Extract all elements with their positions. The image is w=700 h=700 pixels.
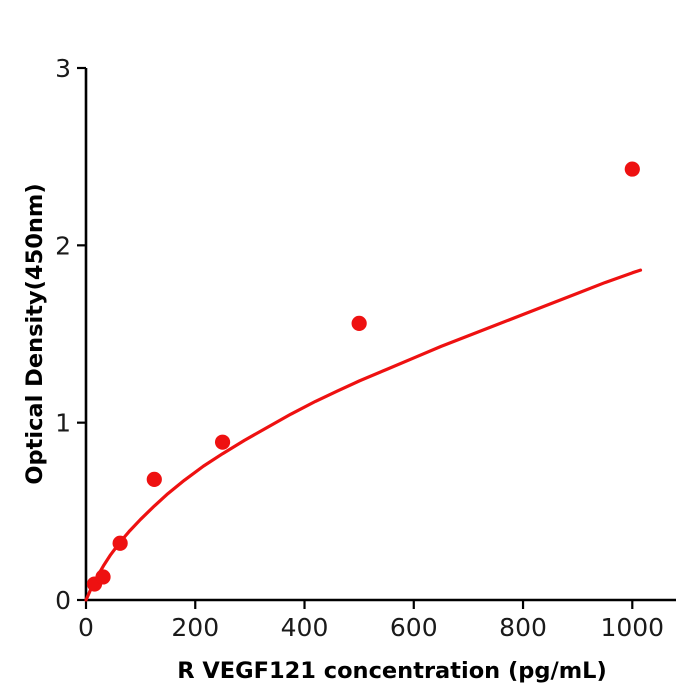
- data-point: [624, 161, 640, 177]
- x-tick-label-800: 800: [499, 613, 547, 642]
- x-tick-label-1000: 1000: [600, 613, 664, 642]
- data-points-group: [86, 161, 640, 592]
- axis-spines: [84, 68, 676, 602]
- data-point: [351, 315, 367, 331]
- x-axis-tick-labels: 0 200 400 600 800 1000: [78, 613, 664, 642]
- x-tick-label-400: 400: [281, 613, 329, 642]
- y-axis-tick-labels: 0 1 2 3: [55, 54, 71, 615]
- y-tick-label-3: 3: [55, 54, 71, 83]
- x-tick-label-200: 200: [171, 613, 219, 642]
- fit-curve-group: [84, 268, 643, 602]
- y-tick-label-1: 1: [55, 409, 71, 438]
- standard-curve-line: [84, 268, 643, 602]
- y-axis-title: Optical Density(450nm): [22, 183, 48, 484]
- y-tick-label-0: 0: [55, 586, 71, 615]
- y-tick-label-2: 2: [55, 231, 71, 260]
- x-tick-label-0: 0: [78, 613, 94, 642]
- data-point: [112, 535, 128, 551]
- data-point: [214, 434, 231, 450]
- data-point: [146, 471, 162, 488]
- x-tick-label-600: 600: [390, 613, 438, 642]
- data-point: [95, 569, 111, 585]
- x-axis-title: R VEGF121 concentration (pg/mL): [177, 658, 607, 684]
